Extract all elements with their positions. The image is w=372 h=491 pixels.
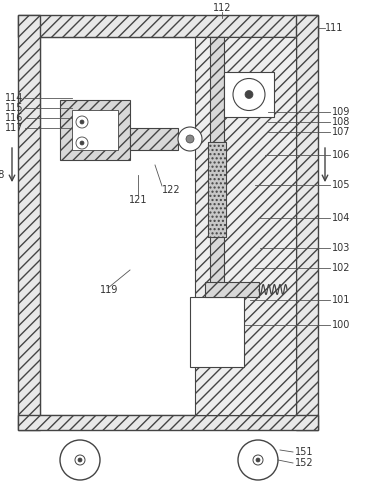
Text: 151: 151 — [295, 447, 314, 457]
Text: 112: 112 — [213, 3, 231, 13]
Bar — [190, 297, 244, 367]
Circle shape — [233, 79, 265, 110]
Bar — [195, 37, 296, 414]
Text: 152: 152 — [295, 458, 314, 468]
Bar — [18, 15, 40, 430]
Text: 100: 100 — [332, 320, 350, 330]
Bar — [60, 100, 130, 160]
Bar — [40, 37, 296, 414]
Circle shape — [238, 440, 278, 480]
Circle shape — [245, 90, 253, 99]
Circle shape — [186, 135, 194, 143]
Bar — [296, 15, 318, 430]
Text: 115: 115 — [4, 103, 23, 113]
Bar — [18, 15, 318, 37]
Circle shape — [80, 120, 84, 124]
Text: 111: 111 — [325, 23, 343, 33]
Circle shape — [178, 127, 202, 151]
Text: 104: 104 — [332, 213, 350, 223]
Text: 116: 116 — [4, 113, 23, 123]
Text: 114: 114 — [4, 93, 23, 103]
Text: 102: 102 — [332, 263, 350, 273]
Circle shape — [60, 440, 100, 480]
Text: 119: 119 — [100, 285, 118, 295]
Bar — [224, 72, 274, 117]
Text: 118: 118 — [0, 170, 5, 180]
Bar — [208, 142, 226, 237]
Text: 107: 107 — [332, 127, 350, 137]
Text: 101: 101 — [332, 295, 350, 305]
Text: 108: 108 — [332, 117, 350, 127]
Bar — [130, 128, 178, 150]
Text: 103: 103 — [332, 243, 350, 253]
Circle shape — [76, 137, 88, 149]
Circle shape — [78, 458, 82, 462]
Circle shape — [256, 458, 260, 462]
Circle shape — [253, 455, 263, 465]
Bar — [210, 37, 224, 307]
Text: 122: 122 — [162, 185, 181, 195]
Circle shape — [76, 116, 88, 128]
Bar — [72, 110, 118, 150]
Bar — [205, 282, 259, 297]
Text: 109: 109 — [332, 107, 350, 117]
Bar — [18, 414, 318, 430]
Circle shape — [75, 455, 85, 465]
Text: 117: 117 — [4, 123, 23, 133]
Bar — [208, 142, 226, 237]
Text: 105: 105 — [332, 180, 350, 190]
Circle shape — [80, 141, 84, 145]
Text: 106: 106 — [332, 150, 350, 160]
Text: 121: 121 — [129, 195, 147, 205]
